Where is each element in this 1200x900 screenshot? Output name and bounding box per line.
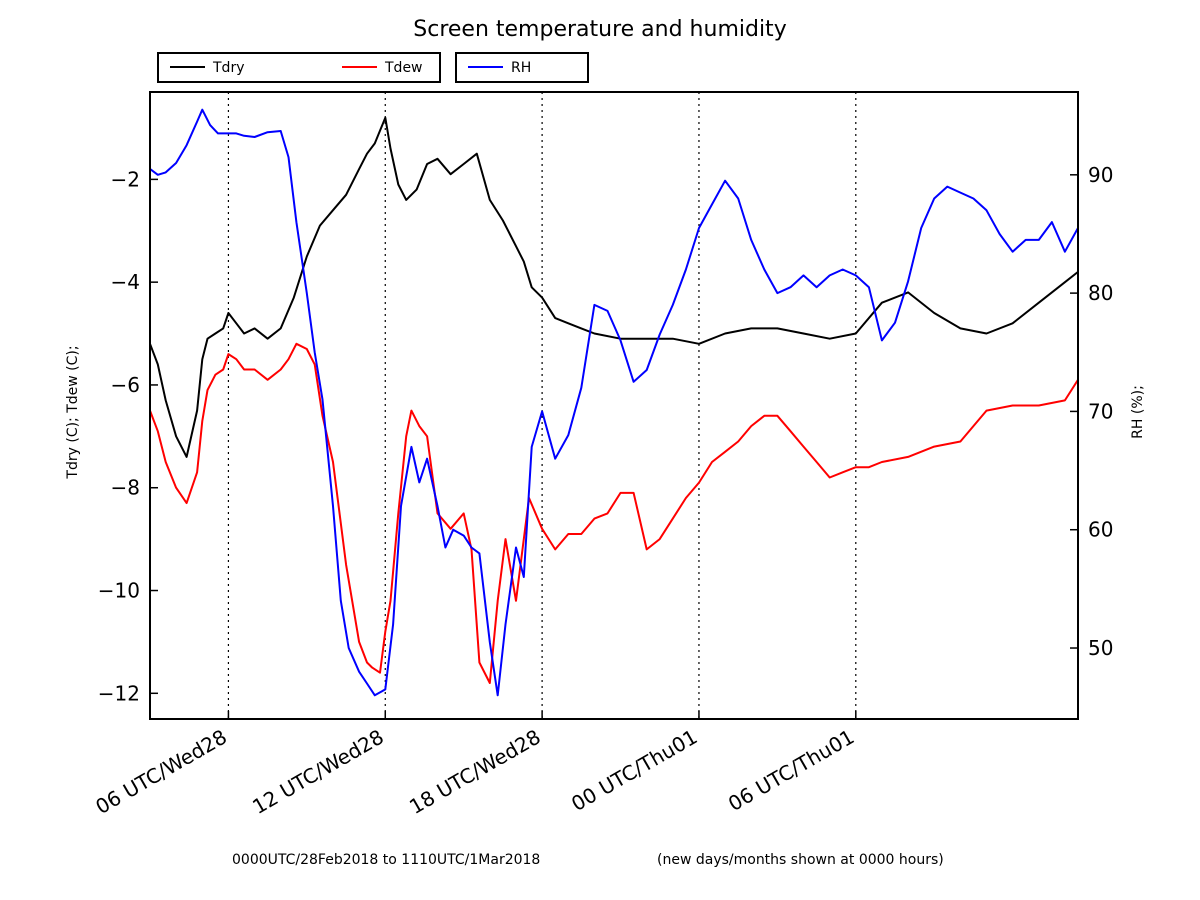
y-axis-label-left: Tdry (C); Tdew (C); <box>65 345 81 479</box>
series-line-tdry <box>149 116 1079 458</box>
left-tick-label: −8 <box>111 476 140 500</box>
legend-label-tdew: Tdew <box>384 60 423 76</box>
x-axis-ticks: 06 UTC/Wed28 12 UTC/Wed28 18 UTC/Wed28 00 U… <box>91 711 858 819</box>
footer-note-text: (new days/months shown at 0000 hours) <box>657 852 944 868</box>
legend-label-rh: RH <box>511 60 531 76</box>
series-layer <box>149 108 1079 697</box>
plot-frame <box>149 91 1079 720</box>
footer-range-text: 0000UTC/28Feb2018 to 1110UTC/1Mar2018 <box>232 852 540 868</box>
left-tick-label: −6 <box>111 373 140 397</box>
right-tick-label: 50 <box>1088 636 1113 660</box>
y-axis-label-right: RH (%); <box>1130 385 1146 439</box>
right-tick-label: 80 <box>1088 281 1113 305</box>
left-tick-label: −2 <box>111 167 140 191</box>
left-tick-label: −12 <box>98 681 140 705</box>
x-tick-label: 06 UTC/Thu01 <box>724 725 858 816</box>
series-line-tdew <box>149 342 1079 684</box>
x-tick-label: 00 UTC/Thu01 <box>567 725 701 816</box>
x-tick-label: 12 UTC/Wed28 <box>248 725 388 819</box>
right-tick-label: 90 <box>1088 163 1113 187</box>
plot-area <box>150 92 1078 719</box>
series-line-rh <box>149 108 1079 697</box>
right-tick-label: 60 <box>1088 518 1113 542</box>
vertical-gridlines <box>227 92 857 719</box>
chart-title: Screen temperature and humidity <box>413 17 786 42</box>
right-axis-ticks: 50 60 70 80 90 <box>1070 163 1113 660</box>
right-tick-label: 70 <box>1088 399 1113 423</box>
left-tick-label: −4 <box>111 270 140 294</box>
left-axis-ticks: −12 −10 −8 −6 −4 −2 <box>98 167 158 705</box>
legend-label-tdry: Tdry <box>212 60 244 76</box>
x-tick-label: 18 UTC/Wed28 <box>405 725 545 819</box>
x-tick-label: 06 UTC/Wed28 <box>91 725 231 819</box>
left-tick-label: −10 <box>98 579 140 603</box>
legend: Tdry Tdew RH <box>157 52 589 83</box>
